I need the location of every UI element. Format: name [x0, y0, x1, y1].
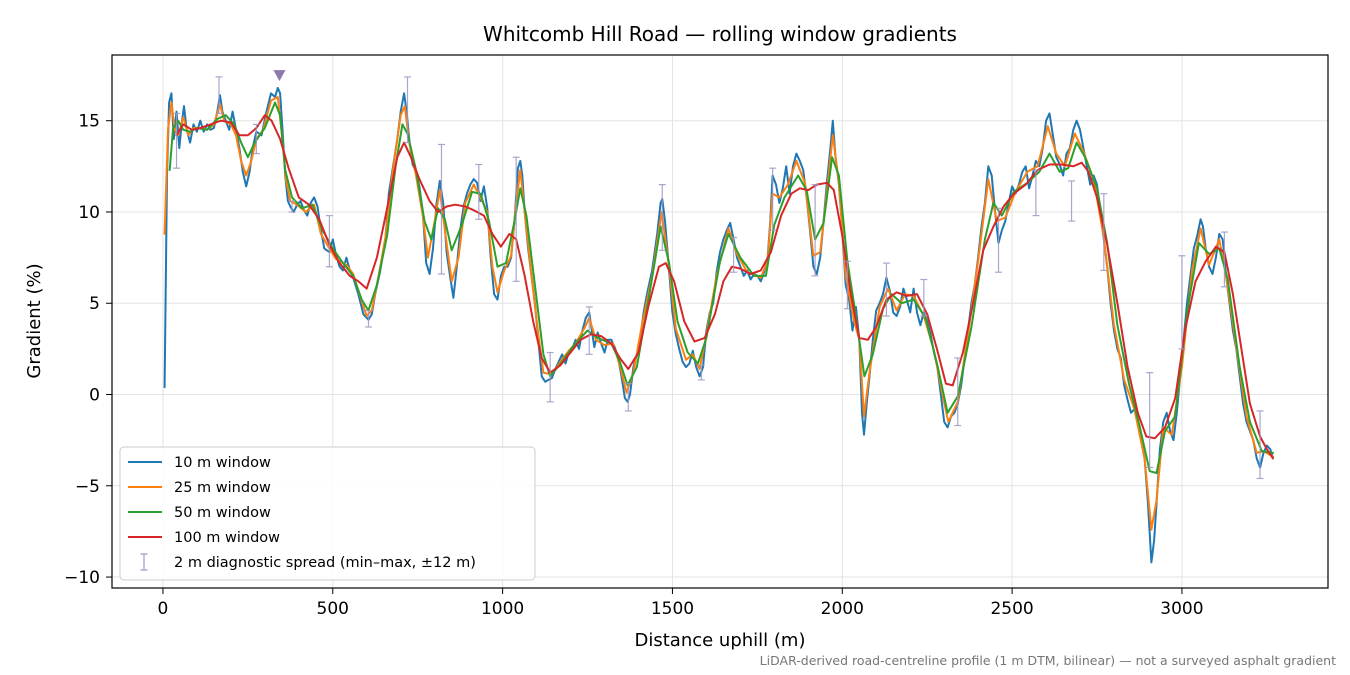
diagnostic-error-bar — [920, 278, 928, 317]
peak-marker-layer — [273, 70, 286, 82]
y-tick-label: −10 — [64, 568, 100, 588]
diagnostic-error-bar — [1146, 372, 1154, 469]
diagnostic-error-bar — [252, 123, 260, 155]
diagnostic-error-bar — [585, 306, 593, 355]
diagnostic-error-bar — [882, 262, 890, 317]
diagnostic-error-bar — [546, 351, 554, 403]
diagnostic-error-bar — [624, 382, 632, 412]
legend-label-4: 100 m window — [174, 530, 280, 546]
diagnostic-error-bar — [1178, 255, 1186, 350]
legend: 10 m window 25 m window 50 m window 100 m w… — [119, 446, 536, 581]
diagnostic-error-bar — [769, 167, 777, 231]
x-axis-ticks: 0 500 1000 1500 2000 2500 3000 — [158, 588, 1204, 619]
y-axis-label: Gradient (%) — [24, 263, 45, 378]
x-tick-label: 2500 — [990, 599, 1033, 619]
x-tick-label: 1000 — [481, 599, 524, 619]
legend-label-2: 25 m window — [174, 480, 271, 496]
x-tick-label: 1500 — [651, 599, 694, 619]
diagnostic-error-bar — [658, 183, 666, 251]
diagnostic-error-bar — [730, 236, 738, 273]
diagnostic-error-bar — [404, 76, 412, 144]
diagnostic-error-bar — [954, 357, 962, 427]
x-tick-label: 500 — [317, 599, 349, 619]
diagnostic-error-bar — [1220, 231, 1228, 288]
y-tick-label: 15 — [78, 112, 100, 132]
y-tick-label: −5 — [75, 477, 100, 497]
x-axis-label: Distance uphill (m) — [635, 630, 806, 651]
diagnostic-error-bar — [995, 207, 1003, 273]
diagnostic-error-bar — [1068, 180, 1076, 222]
x-tick-label: 0 — [158, 599, 169, 619]
diagnostic-error-bar — [325, 215, 333, 268]
diagnostic-error-bar — [173, 112, 181, 169]
legend-label-1: 10 m window — [174, 455, 271, 471]
diagnostic-error-bar — [1256, 410, 1264, 480]
legend-box — [119, 446, 536, 581]
legend-swatch-errorbar — [140, 553, 148, 571]
footnote: LiDAR-derived road-centreline profile (1… — [760, 653, 1336, 668]
diagnostic-error-bar — [364, 309, 372, 328]
peak-marker-icon — [273, 70, 286, 82]
legend-label-5: 2 m diagnostic spread (min–max, ±12 m) — [174, 555, 476, 571]
plot-frame — [111, 54, 1329, 589]
series-line-4 — [175, 114, 1274, 460]
diagnostic-error-bars — [173, 76, 1264, 480]
x-tick-label: 2000 — [821, 599, 864, 619]
diagnostic-error-bar — [1032, 169, 1040, 217]
diagnostic-error-bar — [512, 156, 520, 282]
y-tick-label: 0 — [89, 386, 100, 406]
diagnostic-error-bar — [475, 163, 483, 220]
y-tick-label: 5 — [89, 294, 100, 314]
diagnostic-error-bar — [843, 260, 851, 310]
y-axis-ticks: −10 −5 0 5 10 15 — [64, 112, 112, 588]
diagnostic-error-bar — [697, 364, 705, 381]
chart-title: Whitcomb Hill Road — rolling window grad… — [483, 22, 957, 46]
diagnostic-error-bar — [811, 183, 819, 277]
diagnostic-error-bar — [437, 143, 445, 275]
diagnostic-error-bar — [1100, 193, 1108, 271]
diagnostic-error-bar — [288, 200, 296, 213]
legend-label-3: 50 m window — [174, 505, 271, 521]
diagnostic-error-bar — [215, 76, 223, 115]
x-tick-label: 3000 — [1160, 599, 1203, 619]
y-tick-label: 10 — [78, 203, 100, 223]
series-lines — [163, 86, 1274, 564]
